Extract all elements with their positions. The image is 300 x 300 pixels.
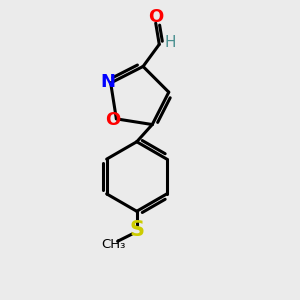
Text: H: H (165, 35, 176, 50)
Text: O: O (148, 8, 163, 26)
Text: O: O (105, 111, 121, 129)
Text: S: S (129, 220, 144, 239)
Text: N: N (100, 74, 115, 92)
Text: CH₃: CH₃ (101, 238, 125, 251)
